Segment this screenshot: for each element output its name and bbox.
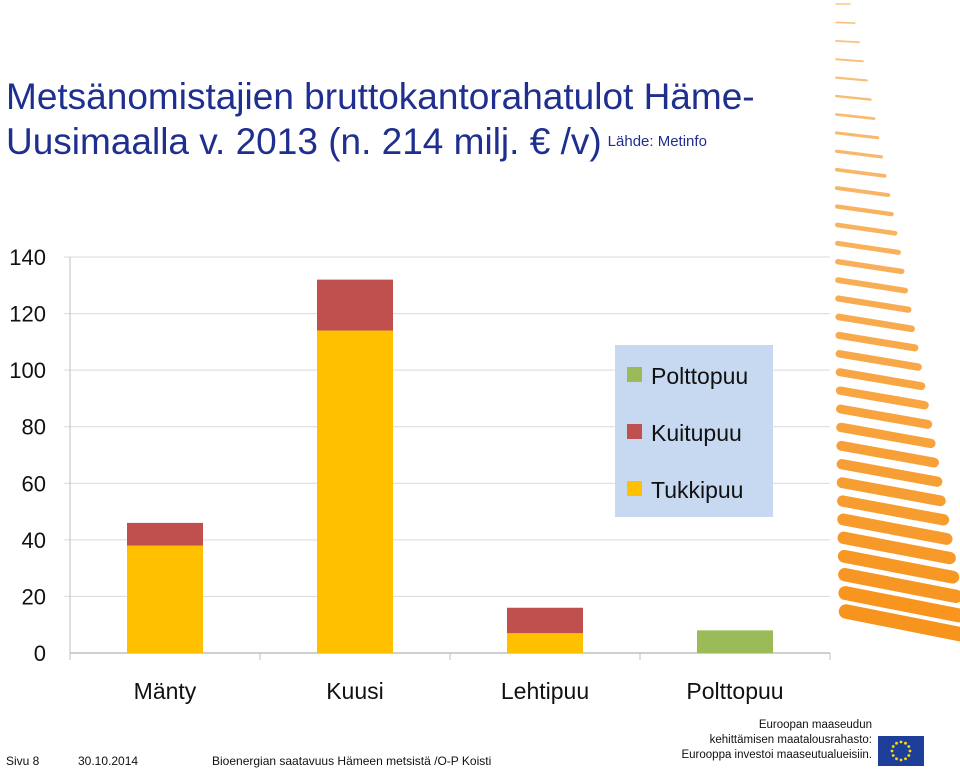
y-tick-label: 100 (9, 358, 46, 383)
swoosh-stroke (838, 567, 960, 603)
slide-title: Metsänomistajien bruttokantorahatulot Hä… (6, 74, 856, 164)
swoosh-stroke (835, 39, 860, 44)
page-number: Sivu 8 (6, 754, 40, 768)
eu-star-icon (890, 749, 894, 753)
eu-funding-note: Euroopan maaseudun kehittämisen maatalou… (681, 718, 872, 763)
x-tick-label: Kuusi (326, 678, 384, 704)
eu-line-2: kehittämisen maatalousrahasto: (709, 734, 872, 746)
swoosh-stroke (834, 167, 887, 178)
swoosh-stroke (835, 368, 926, 391)
eu-star-icon (891, 745, 895, 748)
y-tick-label: 60 (22, 471, 46, 496)
swoosh-stroke (837, 495, 950, 526)
swoosh-stroke (834, 113, 876, 120)
swoosh-stroke (835, 277, 908, 294)
footer-text: Bioenergian saatavuus Hämeen metsistä /O… (212, 754, 492, 768)
swoosh-stroke (837, 531, 956, 565)
eu-star-icon (895, 741, 898, 745)
swoosh-stroke (835, 331, 919, 352)
legend-swatch (627, 481, 642, 496)
source-note: Lähde: Metinfo (607, 133, 707, 150)
eu-star-icon (908, 749, 912, 753)
y-tick-label: 80 (22, 415, 46, 440)
legend-label: Tukkipuu (651, 477, 743, 503)
title-line-2: Uusimaalla v. 2013 (n. 214 milj. € /v) (6, 121, 602, 162)
swoosh-stroke (835, 76, 868, 82)
swoosh-stroke (835, 350, 922, 371)
bar-polttopuu (697, 630, 773, 653)
legend-label: Polttopuu (651, 363, 748, 389)
eu-star-icon (891, 754, 895, 757)
swoosh-stroke (836, 477, 946, 507)
swoosh-stroke (834, 149, 883, 159)
swoosh-stroke (834, 131, 880, 140)
swoosh-stroke (836, 459, 943, 487)
legend-swatch (627, 367, 642, 382)
legend-label: Kuitupuu (651, 420, 742, 446)
legend-swatch (627, 424, 642, 439)
swoosh-stroke (834, 222, 898, 236)
title-line-1: Metsänomistajien bruttokantorahatulot Hä… (6, 76, 755, 117)
swoosh-stroke (837, 549, 960, 584)
eu-line-3: Eurooppa investoi maaseutualueisiin. (681, 749, 872, 761)
eu-star-icon (899, 758, 903, 762)
swoosh-stroke (834, 204, 894, 217)
swoosh-stroke (834, 186, 891, 198)
eu-flag-icon (878, 736, 924, 766)
swoosh-stroke (835, 240, 901, 255)
y-tick-label: 20 (22, 584, 46, 609)
swoosh-stroke (836, 404, 933, 429)
eu-star-icon (899, 740, 903, 744)
eu-star-icon (907, 754, 911, 757)
swoosh-stroke (835, 58, 864, 63)
bar-tukkipuu (507, 633, 583, 653)
swoosh-stroke (836, 422, 936, 449)
swoosh-stroke (836, 440, 940, 468)
stacked-bar-chart: 0 20 40 60 80 100 120 140 Mänty Kuusi Lehtipuu Polt… (9, 245, 831, 704)
x-tick-label: Lehtipuu (501, 678, 589, 704)
swoosh-stroke (835, 313, 915, 333)
swoosh-stroke (838, 586, 960, 623)
swoosh-stroke (837, 513, 953, 545)
x-tick-label: Polttopuu (686, 678, 783, 704)
eu-star-icon (904, 757, 907, 761)
y-tick-label: 140 (9, 245, 46, 270)
bar-tukkipuu (317, 330, 393, 653)
swoosh-stroke (835, 295, 912, 313)
y-tick-label: 120 (9, 302, 46, 327)
x-tick-label: Mänty (134, 678, 197, 704)
bar-kuitupuu (317, 279, 393, 331)
eu-star-icon (895, 757, 898, 761)
bar-tukkipuu (127, 545, 203, 653)
eu-line-1: Euroopan maaseudun (758, 719, 872, 731)
swoosh-stroke (835, 21, 856, 24)
swoosh-stroke (838, 604, 960, 642)
eu-star-icon (907, 745, 911, 748)
bar-kuitupuu (507, 607, 583, 634)
swoosh-stroke (835, 94, 872, 101)
footer-date: 30.10.2014 (78, 754, 139, 768)
eu-star-icon (904, 741, 907, 745)
swoosh-stroke (835, 259, 905, 275)
y-tick-label: 40 (22, 528, 46, 553)
y-tick-label: 0 (34, 641, 46, 666)
bar-kuitupuu (127, 522, 203, 546)
swoosh-stroke (835, 386, 929, 410)
